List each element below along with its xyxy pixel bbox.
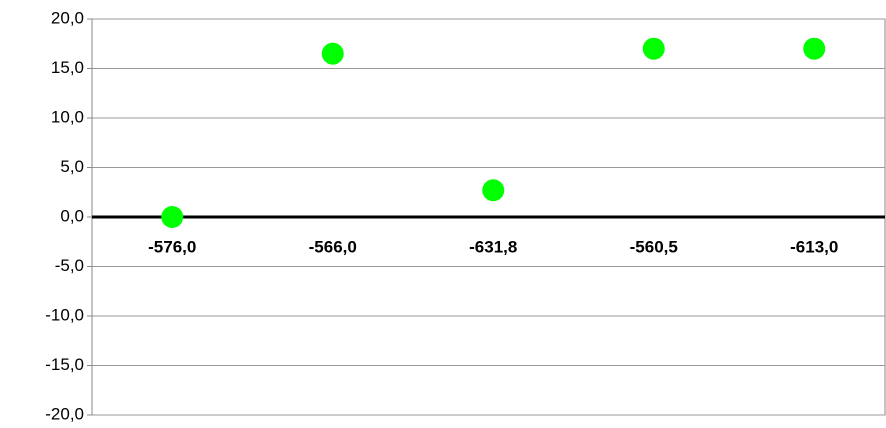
point [642, 37, 665, 60]
y-tick-label: 10,0 [51, 107, 84, 126]
point [482, 179, 505, 202]
y-tick-label: 20,0 [51, 8, 84, 27]
point [321, 42, 344, 65]
y-tick-label: -15,0 [45, 355, 84, 374]
x-tick-label: -566,0 [309, 237, 357, 256]
y-tick-label: 15,0 [51, 58, 84, 77]
x-tick-label: -576,0 [148, 237, 196, 256]
x-tick-label: -631,8 [469, 237, 517, 256]
y-tick-label: 5,0 [60, 157, 84, 176]
y-tick-label: 0,0 [60, 206, 84, 225]
y-tick-label: -5,0 [55, 256, 84, 275]
point [161, 206, 184, 228]
point [803, 37, 826, 60]
x-tick-label: -560,5 [630, 237, 678, 256]
x-tick-label: -613,0 [790, 237, 838, 256]
y-tick-label: -10,0 [45, 305, 84, 324]
y-tick-label: -20,0 [45, 404, 84, 423]
